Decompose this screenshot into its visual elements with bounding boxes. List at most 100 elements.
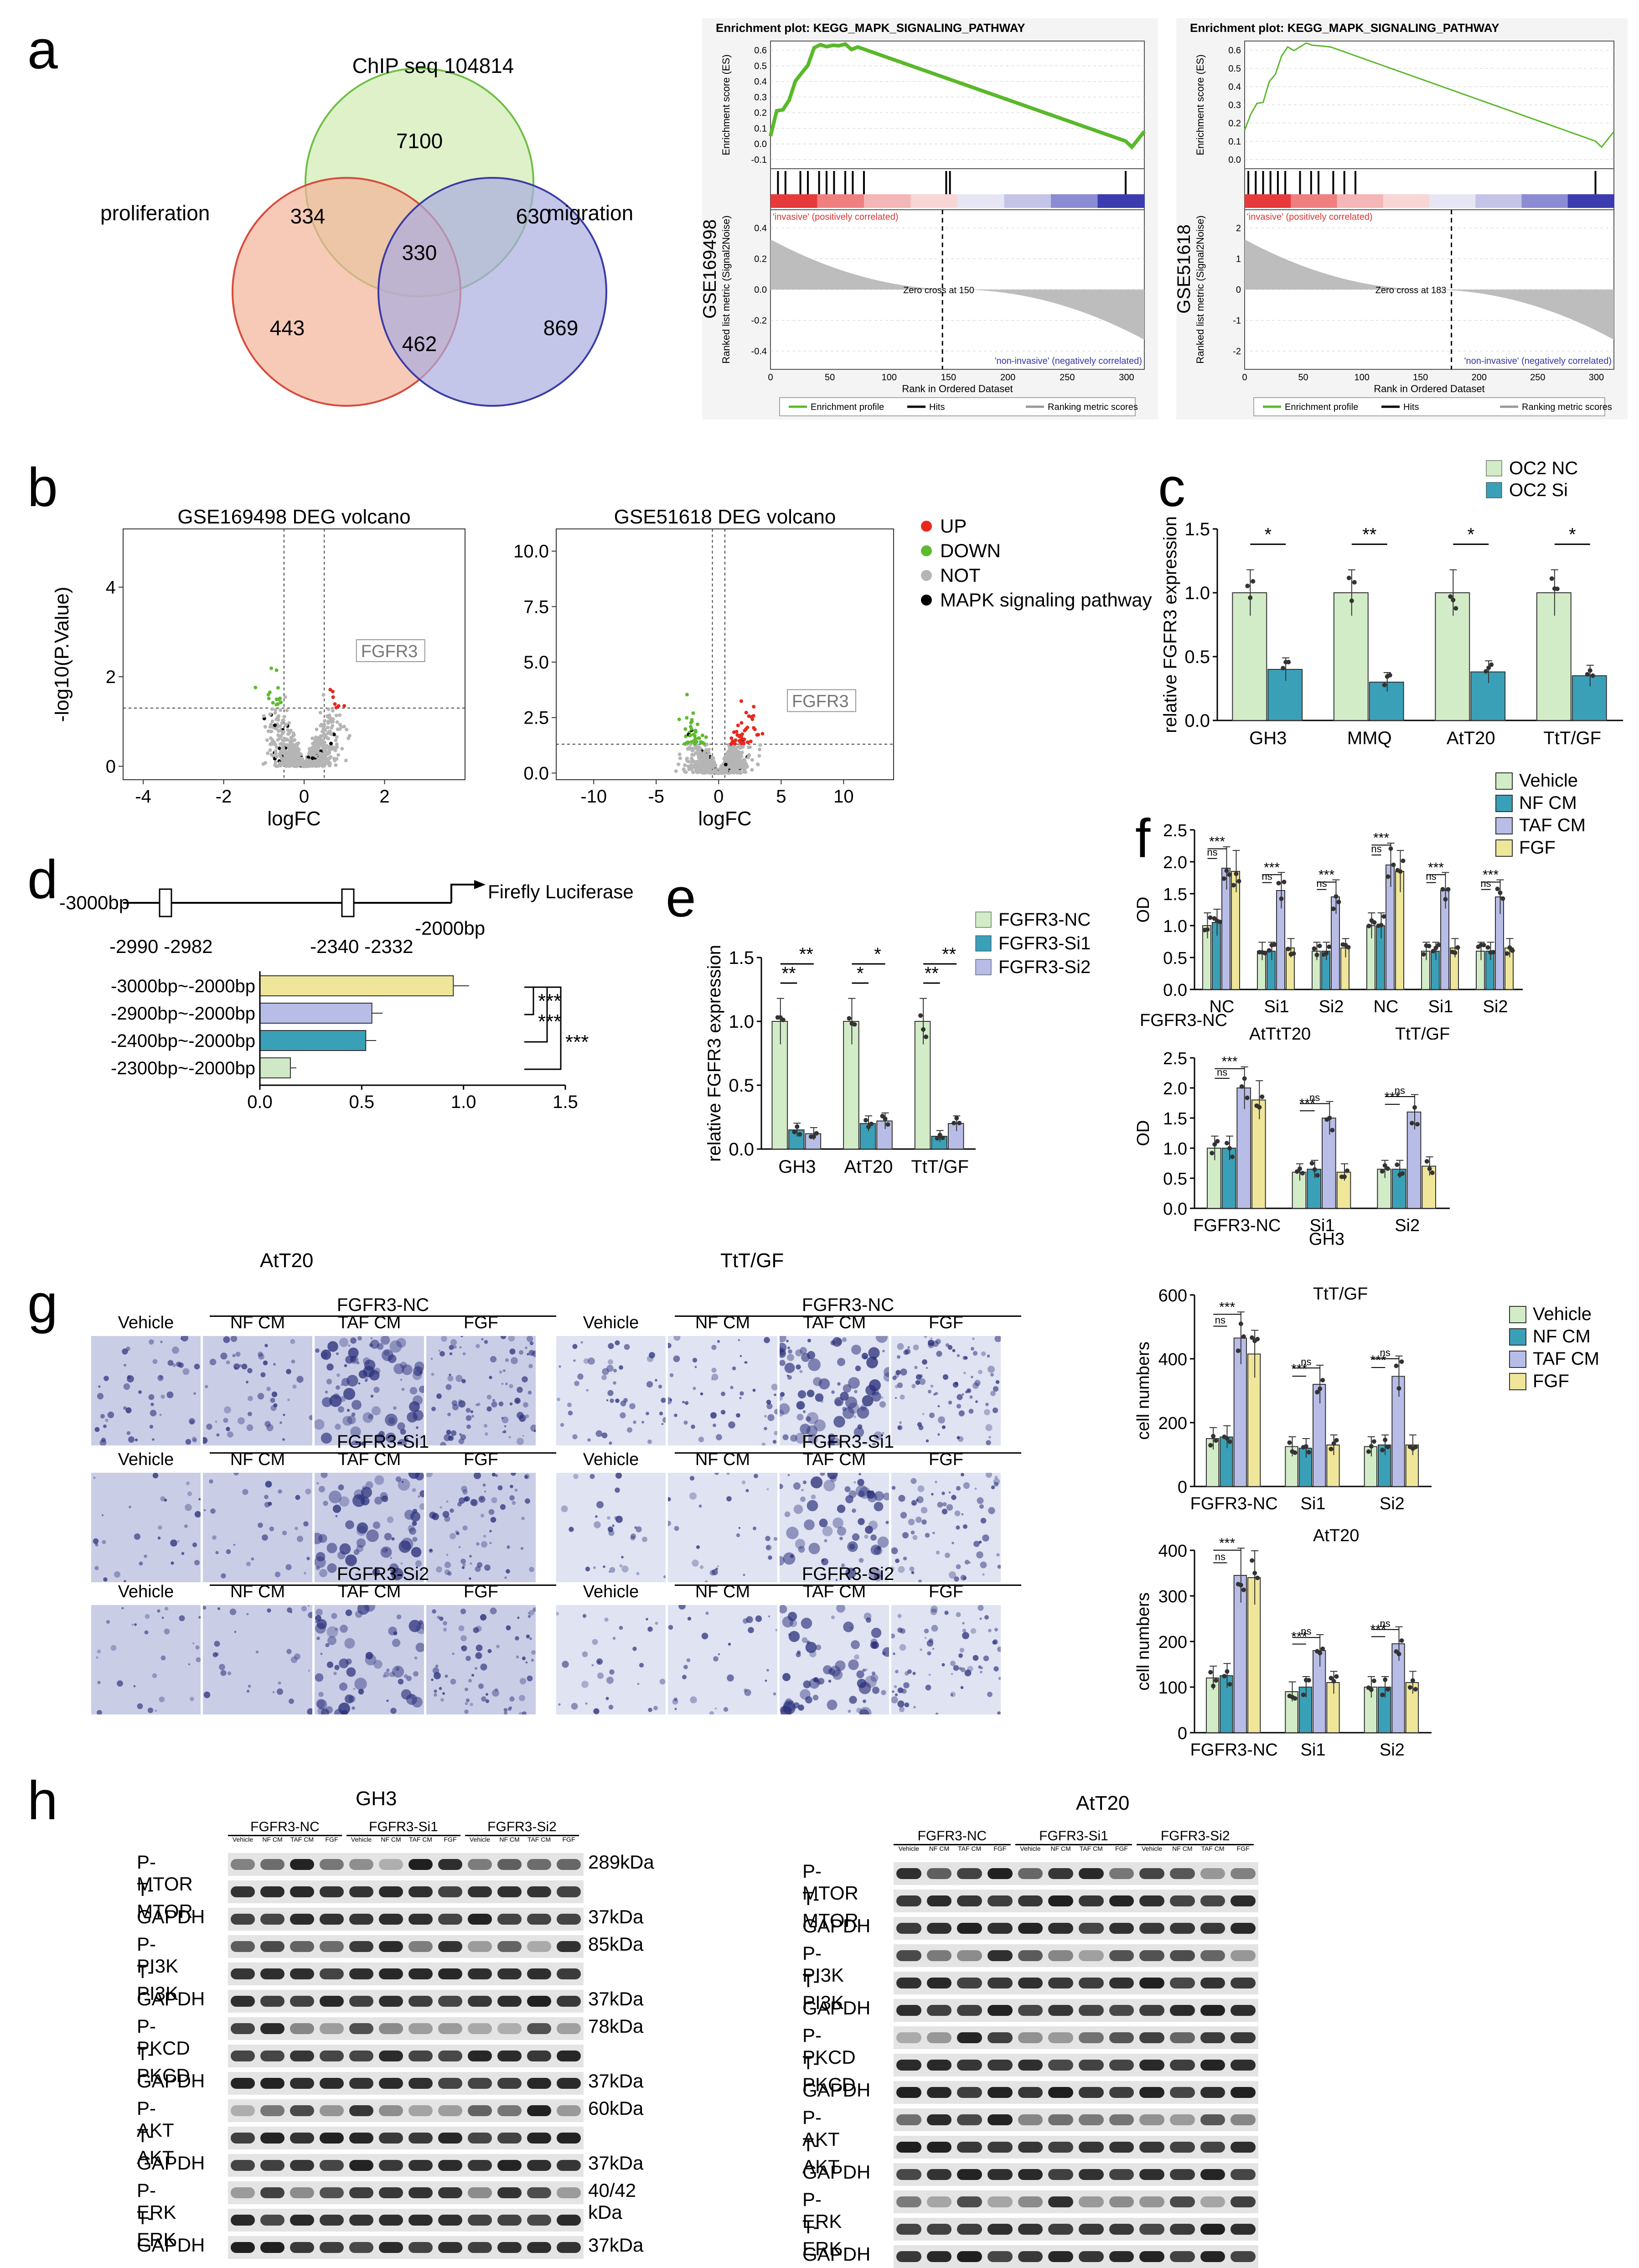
wb-strip [228, 1853, 584, 1876]
wb-band [320, 1859, 344, 1870]
transwell-cell [783, 1552, 796, 1565]
bar-ylabel: OD [1134, 1120, 1153, 1146]
transwell-cell [336, 1373, 340, 1377]
wb-band [1018, 2196, 1043, 2207]
bar-dot [1400, 1171, 1405, 1176]
wb-band [1170, 2060, 1195, 2071]
transwell-cell [426, 1473, 433, 1477]
bar-ytick-label: 600 [1158, 1286, 1187, 1305]
panel-letter-h: h [27, 1770, 58, 1831]
transwell-cell [813, 1678, 817, 1682]
wb-strip [228, 2209, 584, 2232]
transwell-cell [402, 1364, 413, 1375]
transwell-cell [124, 1364, 126, 1367]
transwell-cell [481, 1541, 488, 1548]
transwell-cell [717, 1340, 720, 1343]
transwell-cell [508, 1336, 515, 1342]
transwell-cell [951, 1693, 953, 1696]
transwell-cell [212, 1535, 217, 1540]
sig-label: ns [1380, 1618, 1391, 1629]
transwell-cell [362, 1357, 371, 1365]
wb-band [1079, 2224, 1104, 2235]
transwell-cell [882, 1647, 889, 1657]
transwell-cell [223, 1336, 230, 1343]
wb-band [1231, 1923, 1256, 1934]
transwell-cell [210, 1508, 216, 1514]
transwell-cell [615, 1516, 623, 1523]
bar-dot [1398, 869, 1403, 874]
wb-band [408, 2215, 433, 2226]
transwell-cell [925, 1684, 931, 1691]
volcano-point [734, 762, 738, 766]
transwell-cell [780, 1336, 786, 1342]
wb-band [1170, 1950, 1195, 1961]
wb-band [926, 2114, 952, 2125]
transwell-cell [891, 1696, 898, 1704]
bar-1-2 [1276, 890, 1285, 990]
transwell-cell [837, 1382, 841, 1386]
volcano-point [334, 738, 338, 742]
volcano-point [328, 688, 332, 692]
wb-row-label: T-PKCD [137, 2043, 190, 2086]
transwell-cell [274, 1571, 281, 1578]
bar-dot [1331, 1679, 1336, 1684]
wb-band [557, 1941, 581, 1952]
transwell-cell [963, 1372, 966, 1374]
transwell-cell [437, 1616, 440, 1619]
transwell-cell [505, 1383, 508, 1385]
transwell-cell [305, 1488, 311, 1495]
legend-label: NF CM [1533, 1326, 1591, 1346]
transwell-cell [859, 1707, 872, 1714]
bar-dot [1225, 1140, 1229, 1145]
volcano-ytick-label: 7.5 [523, 597, 549, 617]
volcano-point [276, 764, 280, 768]
transwell-cell [518, 1712, 524, 1714]
transwell-cell [248, 1684, 251, 1688]
transwell-cell [343, 1388, 356, 1400]
transwell-cell [193, 1392, 196, 1395]
bar-dot [1415, 1122, 1420, 1127]
transwell-cell [817, 1678, 825, 1685]
wb-row-label: T-MTOR [137, 1879, 193, 1922]
transwell-cell [444, 1434, 451, 1441]
bar-dot [1214, 1678, 1219, 1683]
transwell-cell [323, 1501, 328, 1506]
transwell-cell [233, 1543, 236, 1546]
transwell-cell [705, 1611, 709, 1615]
bar-0-2 [1233, 1337, 1247, 1487]
bar-2-0 [1435, 592, 1470, 721]
transwell-cell [307, 1708, 312, 1714]
wb-band [1048, 2087, 1073, 2098]
transwell-cell [783, 1700, 795, 1712]
bar-ytick-label: 0.5 [1163, 1170, 1187, 1189]
bar-category-label: TtT/GF [911, 1157, 969, 1177]
bar-dot [1386, 1445, 1391, 1450]
transwell-cell [290, 1339, 295, 1344]
transwell-cell [872, 1687, 879, 1694]
transwell-cell [461, 1645, 467, 1652]
transwell-cell [863, 1612, 872, 1621]
transwell-cell [848, 1377, 860, 1389]
wb-band [957, 1978, 982, 1988]
gsea-rank-area [770, 239, 1144, 340]
wb-band [231, 2051, 255, 2061]
transwell-cell [556, 1612, 559, 1616]
transwell-cell [780, 1556, 785, 1566]
wb-group-label: FGFR3-Si2 [1137, 1828, 1254, 1845]
transwell-cell [704, 1580, 708, 1582]
wb-group-label: FGFR3-Si2 [465, 1819, 579, 1836]
transwell-cell [862, 1395, 874, 1407]
wb-band [290, 2215, 314, 2226]
transwell-cell [968, 1561, 971, 1564]
transwell-cell [669, 1373, 674, 1377]
sig-label: ns [1316, 878, 1327, 889]
transwell-cell [874, 1574, 882, 1582]
transwell-cell [342, 1416, 352, 1426]
wb-band [231, 2023, 255, 2034]
wb-row-label: P-MTOR [137, 1851, 193, 1895]
transwell-cell [344, 1638, 355, 1649]
volcano-point [329, 755, 333, 759]
volcano-point [307, 747, 311, 751]
transwell-cell [821, 1559, 825, 1562]
wb-band [1048, 2032, 1073, 2043]
